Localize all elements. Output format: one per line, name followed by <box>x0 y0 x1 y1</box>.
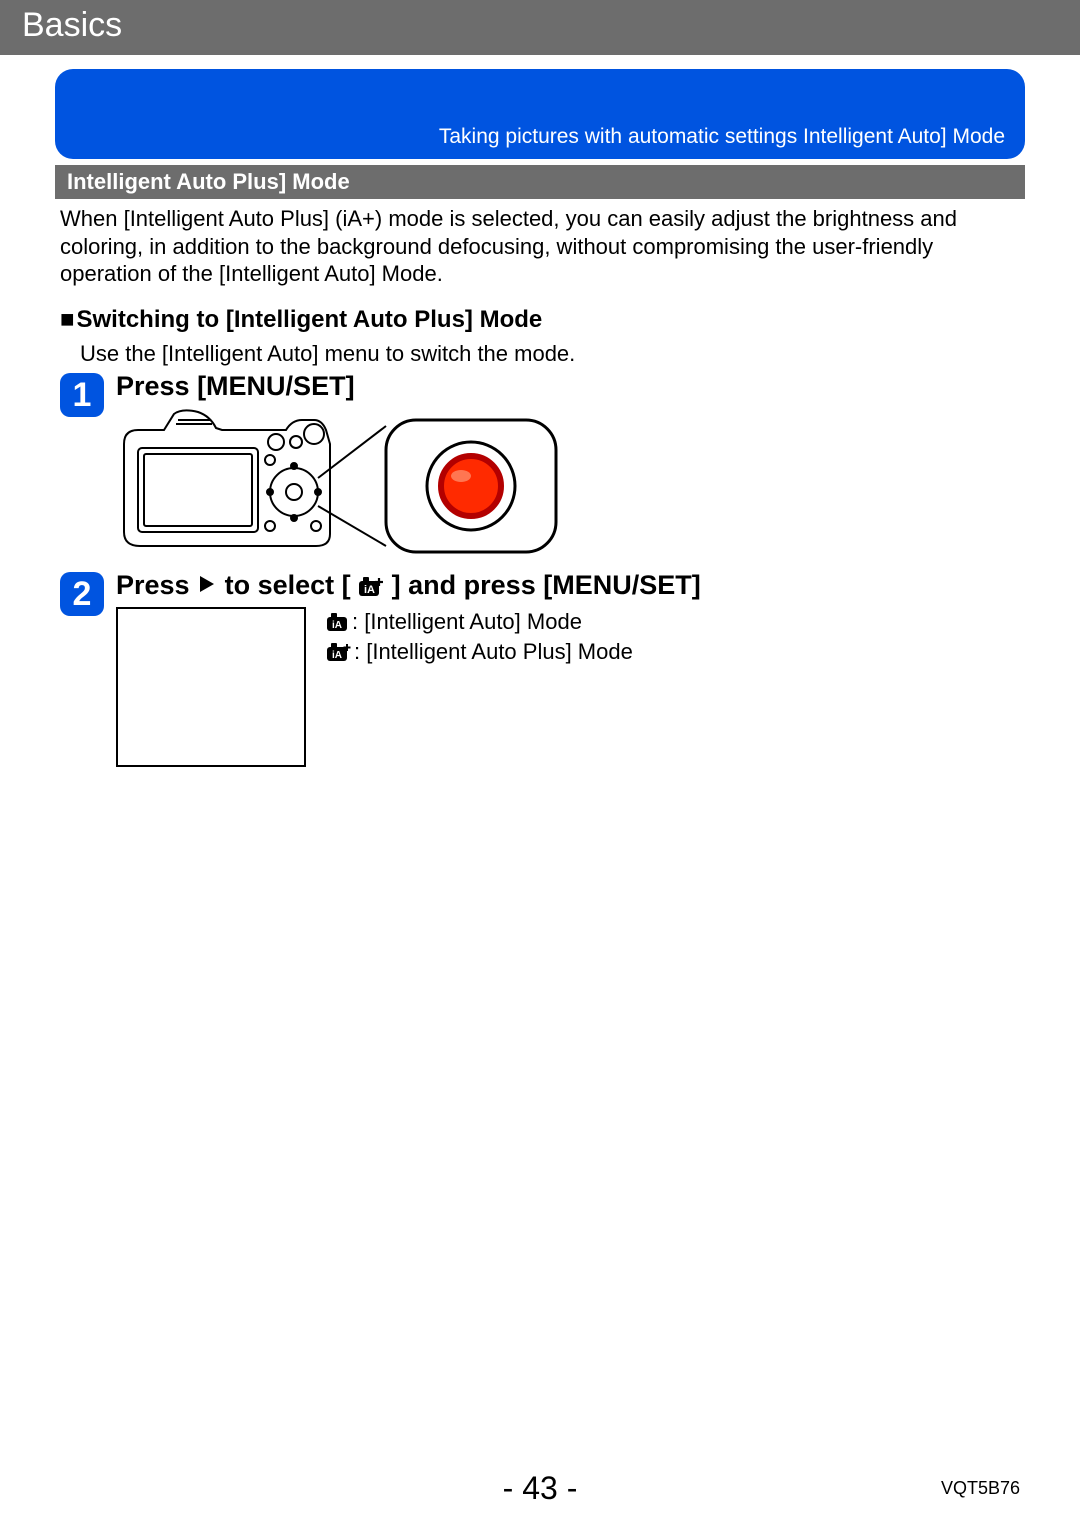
step-number-1: 1 <box>60 373 104 417</box>
breadcrumb-banner: Taking pictures with automatic settings … <box>55 69 1025 159</box>
step-1-title: Press [MENU/SET] <box>116 371 1025 402</box>
legend-ia-plus: iA : [Intelligent Auto Plus] Mode <box>326 637 633 667</box>
breadcrumb-text: Taking pictures with automatic settings … <box>439 125 1005 149</box>
legend-ia-text: : [Intelligent Auto] Mode <box>352 607 582 637</box>
step-2-title: Press to select [ iA ] and press [ME <box>116 570 1025 601</box>
right-arrow-icon <box>197 574 217 594</box>
doc-code: VQT5B76 <box>941 1478 1020 1499</box>
page-number: - 43 - <box>0 1470 1080 1507</box>
header-title: Basics <box>22 6 122 44</box>
section-bar-text: Intelligent Auto Plus] Mode <box>67 169 350 194</box>
step-2-title-mid: to select [ <box>225 570 351 600</box>
svg-text:iA: iA <box>332 620 342 631</box>
legend-iap-text: : [Intelligent Auto Plus] Mode <box>354 637 633 667</box>
ia-plus-icon: iA <box>358 576 384 598</box>
step-number-2: 2 <box>60 572 104 616</box>
step-2-title-post: ] and press [MENU/SET] <box>392 570 701 600</box>
ia-plus-icon-small: iA <box>326 642 352 662</box>
svg-text:iA: iA <box>332 650 342 661</box>
step-2: 2 Press to select [ iA <box>60 570 1025 767</box>
svg-text:iA: iA <box>364 584 375 596</box>
legend-ia: iA : [Intelligent Auto] Mode <box>326 607 633 637</box>
ia-icon: iA <box>326 612 350 632</box>
screen-placeholder <box>116 607 306 767</box>
section-bar: Intelligent Auto Plus] Mode <box>55 165 1025 199</box>
intro-paragraph: When [Intelligent Auto Plus] (iA+) mode … <box>60 205 1025 288</box>
camera-diagram <box>116 406 1025 566</box>
step-1: 1 Press [MENU/SET] <box>60 371 1025 566</box>
switch-heading: Switching to [Intelligent Auto Plus] Mod… <box>60 306 1025 334</box>
mode-legend: iA : [Intelligent Auto] Mode iA <box>326 607 633 666</box>
step-2-title-pre: Press <box>116 570 197 600</box>
page-header: Basics <box>0 0 1080 55</box>
switch-subtext: Use the [Intelligent Auto] menu to switc… <box>80 340 1025 368</box>
